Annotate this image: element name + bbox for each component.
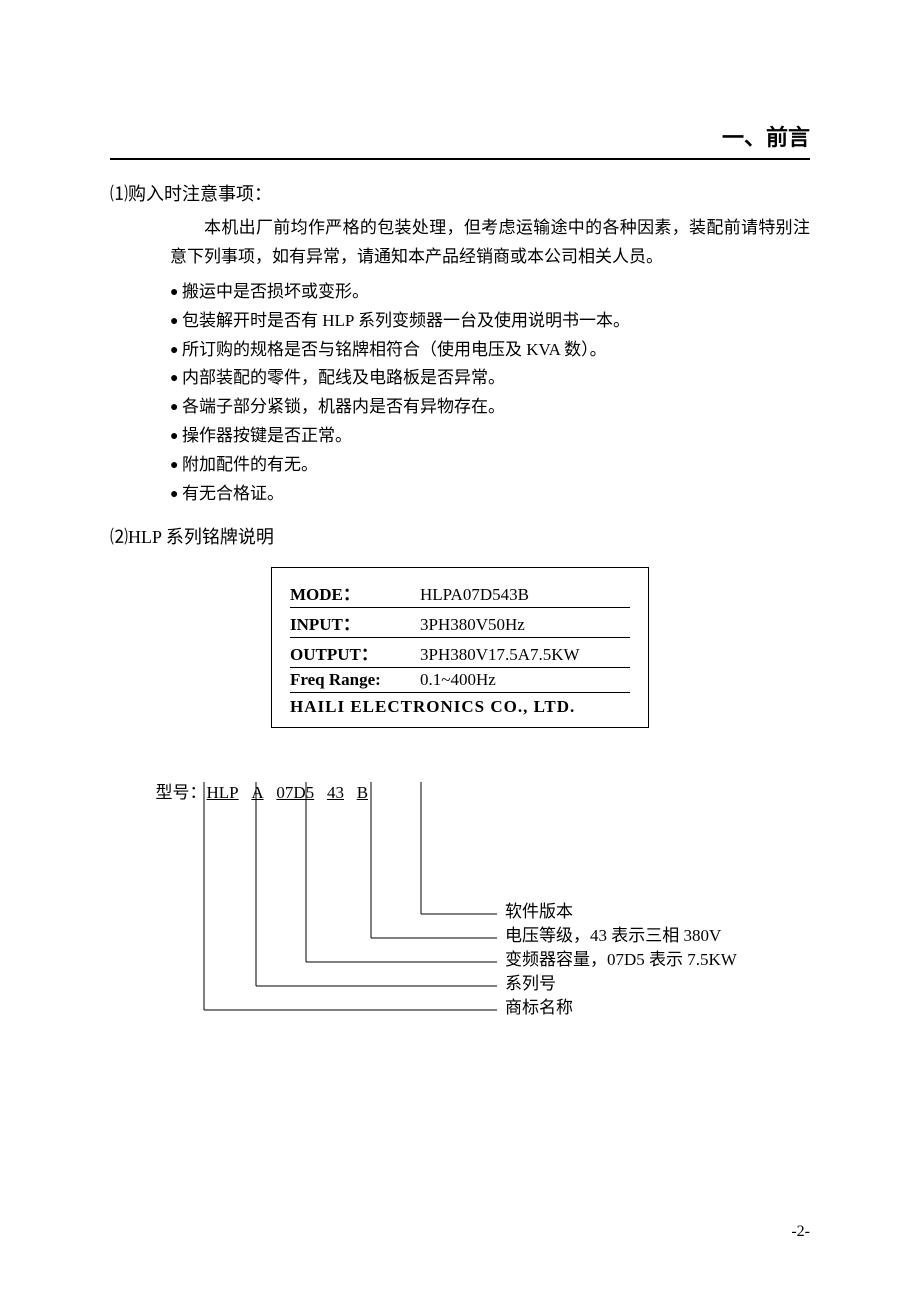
bullet-item: 搬运中是否损坏或变形。: [170, 278, 810, 307]
nameplate-footer: HAILI ELECTRONICS CO., LTD.: [290, 693, 630, 717]
bullet-item: 操作器按键是否正常。: [170, 422, 810, 451]
chapter-title: 一、前言: [110, 120, 810, 160]
nameplate-row: INPUT： 3PH380V50Hz: [290, 608, 630, 638]
bullet-item: 各端子部分紧锁，机器内是否有异物存在。: [170, 393, 810, 422]
svg-text:变频器容量，07D5 表示 7.5KW: 变频器容量，07D5 表示 7.5KW: [505, 950, 738, 969]
nameplate-value: 3PH380V50Hz: [420, 615, 630, 635]
nameplate: MODE： HLPA07D543B INPUT： 3PH380V50Hz OUT…: [271, 567, 649, 728]
nameplate-label: Freq Range:: [290, 670, 420, 690]
nameplate-label: INPUT：: [290, 610, 420, 635]
svg-text:软件版本: 软件版本: [505, 902, 573, 921]
model-diagram-svg: 商标名称 系列号 变频器容量，07D5 表示 7.5KW 电压等级，43 表示三相 3…: [130, 782, 830, 1022]
bullet-item: 包装解开时是否有 HLP 系列变频器一台及使用说明书一本。: [170, 307, 810, 336]
nameplate-value: 0.1~400Hz: [420, 670, 630, 690]
page-number: -2-: [791, 1223, 810, 1241]
nameplate-value: HLPA07D543B: [420, 585, 630, 605]
nameplate-row: Freq Range: 0.1~400Hz: [290, 668, 630, 693]
svg-text:电压等级，43 表示三相 380V: 电压等级，43 表示三相 380V: [505, 926, 722, 945]
bullet-item: 所订购的规格是否与铭牌相符合（使用电压及 KVA 数）。: [170, 336, 810, 365]
section2-title: ⑵HLP 系列铭牌说明: [110, 523, 810, 549]
section1-title: ⑴购入时注意事项：: [110, 180, 810, 206]
nameplate-wrap: MODE： HLPA07D543B INPUT： 3PH380V50Hz OUT…: [110, 567, 810, 728]
nameplate-row: MODE： HLPA07D543B: [290, 578, 630, 608]
bullet-item: 内部装配的零件，配线及电路板是否异常。: [170, 364, 810, 393]
nameplate-label: MODE：: [290, 580, 420, 605]
section1-intro: 本机出厂前均作严格的包装处理，但考虑运输途中的各种因素，装配前请特别注意下列事项…: [170, 214, 810, 272]
svg-text:系列号: 系列号: [505, 974, 556, 993]
bullet-list: 搬运中是否损坏或变形。 包装解开时是否有 HLP 系列变频器一台及使用说明书一本…: [170, 278, 810, 509]
nameplate-row: OUTPUT： 3PH380V17.5A7.5KW: [290, 638, 630, 668]
model-breakdown: 型号：HLP A 07D5 43 B 商标名称系列号变频器容量，07D5 表示 …: [110, 758, 810, 1018]
nameplate-value: 3PH380V17.5A7.5KW: [420, 645, 630, 665]
bullet-item: 附加配件的有无。: [170, 451, 810, 480]
svg-text:商标名称: 商标名称: [505, 998, 573, 1017]
nameplate-label: OUTPUT：: [290, 640, 420, 665]
page: 一、前言 ⑴购入时注意事项： 本机出厂前均作严格的包装处理，但考虑运输途中的各种…: [0, 0, 920, 1301]
bullet-item: 有无合格证。: [170, 480, 810, 509]
